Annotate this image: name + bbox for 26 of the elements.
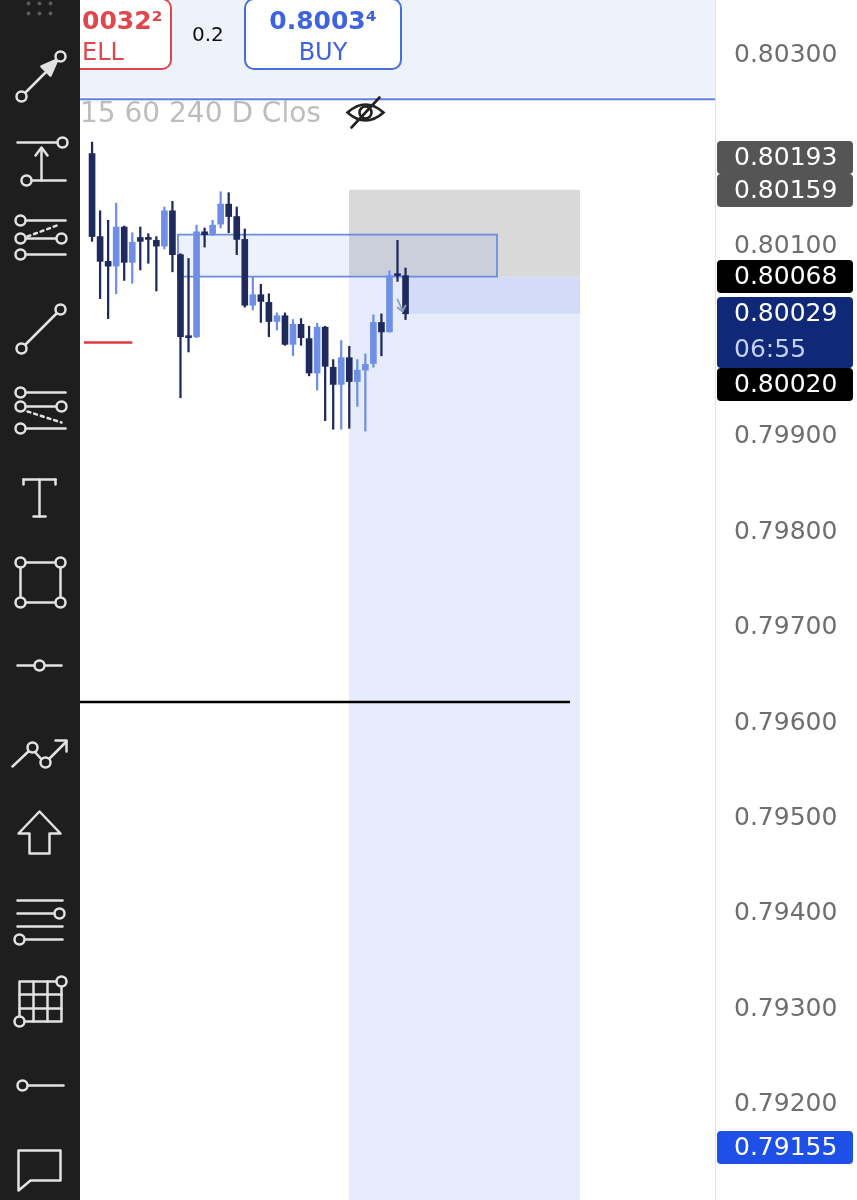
- text: 0.79155: [734, 1131, 838, 1161]
- y-tick-label: 0.80100: [734, 229, 838, 259]
- text: 0.80020: [734, 368, 838, 398]
- annotation: ELL: [82, 38, 124, 66]
- y-tick-label: 0.79200: [734, 1088, 838, 1118]
- y-tick-label: 0.79600: [734, 706, 838, 736]
- annotation: 0.2: [192, 22, 224, 46]
- candlestick: [201, 227, 208, 248]
- y-tick-label: 0.79400: [734, 897, 838, 927]
- sell-button: 0032² ELL: [80, 0, 172, 70]
- annotation: BUY: [297, 38, 349, 66]
- buy-button: 0.8003⁴ BUY: [244, 0, 402, 70]
- text: 0.80068: [734, 260, 838, 290]
- candlestick: [378, 313, 385, 357]
- y-tick-label: 0.79500: [734, 801, 838, 831]
- y-tick-label: 0.79900: [734, 420, 838, 450]
- text: 0.80029 06:55: [734, 297, 838, 363]
- y-tick-label: 0.79300: [734, 992, 838, 1022]
- text: 0.80193: [734, 141, 838, 171]
- y-tick-label: 0.79800: [734, 515, 838, 545]
- y-tick-label: 0.80300: [734, 38, 838, 68]
- annotation: 0.8003⁴: [268, 6, 378, 35]
- annotation: 15 60 240 D Clos: [80, 96, 321, 129]
- text: 0.80159: [734, 174, 838, 204]
- y-tick-label: 0.79700: [734, 611, 838, 641]
- annotation: 0032²: [82, 6, 163, 35]
